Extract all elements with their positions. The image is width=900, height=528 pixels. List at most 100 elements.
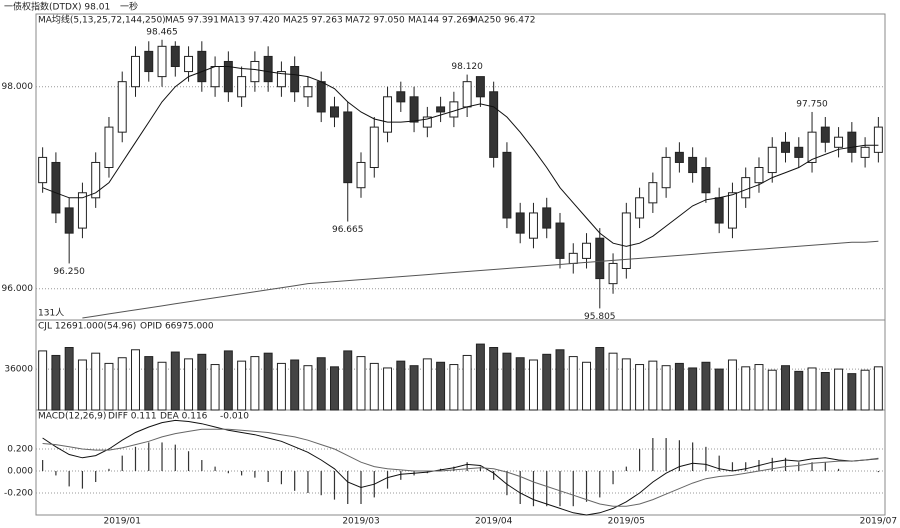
candle-body — [449, 101, 459, 118]
line — [42, 428, 879, 507]
candle-body — [528, 212, 538, 239]
corner-text: 131人 — [38, 308, 64, 319]
volume-bar — [409, 365, 419, 411]
legend-text: MA25 97.263 — [283, 16, 343, 26]
candle-body — [847, 131, 857, 153]
volume-bar — [767, 369, 777, 411]
volume-bar — [542, 353, 552, 411]
candle-body — [873, 126, 883, 153]
candle-body — [210, 66, 220, 88]
volume-bar — [383, 367, 393, 411]
legend-text: MA144 97.269 — [408, 16, 474, 26]
annotation: 98.465 — [146, 27, 178, 37]
volume-bar — [635, 364, 645, 411]
candle-body — [794, 146, 804, 158]
legend-text: MA250 96.472 — [470, 16, 535, 26]
candle-body — [621, 212, 631, 269]
candle-body — [502, 151, 512, 219]
volume-bar — [727, 359, 737, 411]
volume-bar — [356, 356, 366, 411]
volume-bar — [396, 360, 406, 411]
volume-bar — [621, 358, 631, 411]
candle-body — [369, 126, 379, 169]
volume-bar — [674, 362, 684, 411]
candle-body — [144, 50, 154, 73]
candle-body — [117, 81, 127, 133]
volume-bar — [276, 362, 286, 411]
x-tick-label: 2019/04 — [475, 517, 513, 527]
candle-body — [595, 237, 605, 280]
volume-bar — [436, 361, 446, 411]
volume-bar — [184, 358, 194, 411]
volume-bar — [714, 368, 724, 411]
volume-bar — [807, 367, 817, 411]
volume-bar — [131, 349, 140, 411]
candle-body — [250, 60, 260, 83]
volume-bar — [741, 366, 751, 411]
volume-bar — [608, 352, 618, 411]
y-tick-label: 96.000 — [2, 284, 34, 294]
line — [82, 240, 879, 319]
volume-bar — [794, 370, 804, 411]
volume-bar — [847, 373, 857, 411]
volume-bar — [515, 357, 525, 411]
volume-bar — [502, 352, 512, 411]
candle-body — [475, 76, 485, 98]
candle-body — [820, 126, 830, 143]
candle-body — [688, 156, 698, 174]
volume-bar — [489, 347, 499, 411]
candle-body — [157, 45, 167, 78]
candle-body — [515, 212, 525, 234]
candle-body — [834, 136, 844, 148]
candle-body — [64, 207, 74, 234]
legend-text: MA13 97.420 — [220, 16, 280, 26]
volume-bar — [237, 360, 247, 411]
legend-text: DIFF 0.111 — [108, 412, 157, 422]
candle-body — [767, 146, 777, 174]
x-tick-label: 2019/05 — [608, 517, 645, 527]
candle-body — [555, 222, 565, 259]
candle-body — [77, 192, 87, 229]
volume-bar — [250, 356, 260, 411]
legend-text: MA72 97.050 — [345, 16, 405, 26]
candle-body — [184, 55, 194, 73]
legend-text: -0.010 — [220, 412, 249, 422]
candle-body — [409, 96, 419, 123]
volume-bar — [701, 361, 711, 411]
volume-bar — [104, 362, 114, 411]
volume-bar — [263, 352, 273, 411]
volume-bar — [754, 364, 764, 411]
volume-bar — [555, 349, 565, 411]
volume-bar — [210, 364, 220, 411]
candle-body — [635, 197, 645, 219]
y-tick-label: -0.200 — [4, 489, 33, 499]
volume-bar — [781, 365, 790, 411]
annotation: 98.120 — [451, 62, 483, 72]
volume-bar — [834, 368, 844, 411]
annotation: 97.750 — [796, 99, 828, 109]
candle-body — [582, 242, 592, 259]
candle-body — [648, 182, 658, 204]
volume-bar — [316, 357, 326, 411]
x-tick-label: 2019/07 — [860, 517, 897, 527]
candle-body — [741, 177, 751, 199]
legend-text: MACD(12,26,9) — [38, 412, 106, 422]
candle-body — [223, 60, 233, 93]
candle-body — [91, 161, 101, 199]
candle-body — [422, 116, 432, 128]
y-tick-label: 36000 — [4, 365, 33, 375]
volume-bar — [38, 350, 48, 411]
volume-bar — [329, 366, 339, 411]
volume-bar — [223, 350, 233, 411]
candle-body — [701, 167, 711, 194]
candle-body — [343, 111, 353, 184]
volume-bar — [369, 362, 379, 411]
volume-bar — [582, 361, 592, 411]
volume-bar — [51, 354, 61, 411]
candle-body — [383, 96, 393, 133]
volume-bar — [343, 350, 353, 411]
legend-text: DEA 0.116 — [160, 412, 208, 422]
header-title: 一债权指数(DTDX) 98.01 — [4, 1, 110, 13]
candle-body — [38, 156, 48, 184]
y-tick-label: 98.000 — [2, 82, 34, 92]
